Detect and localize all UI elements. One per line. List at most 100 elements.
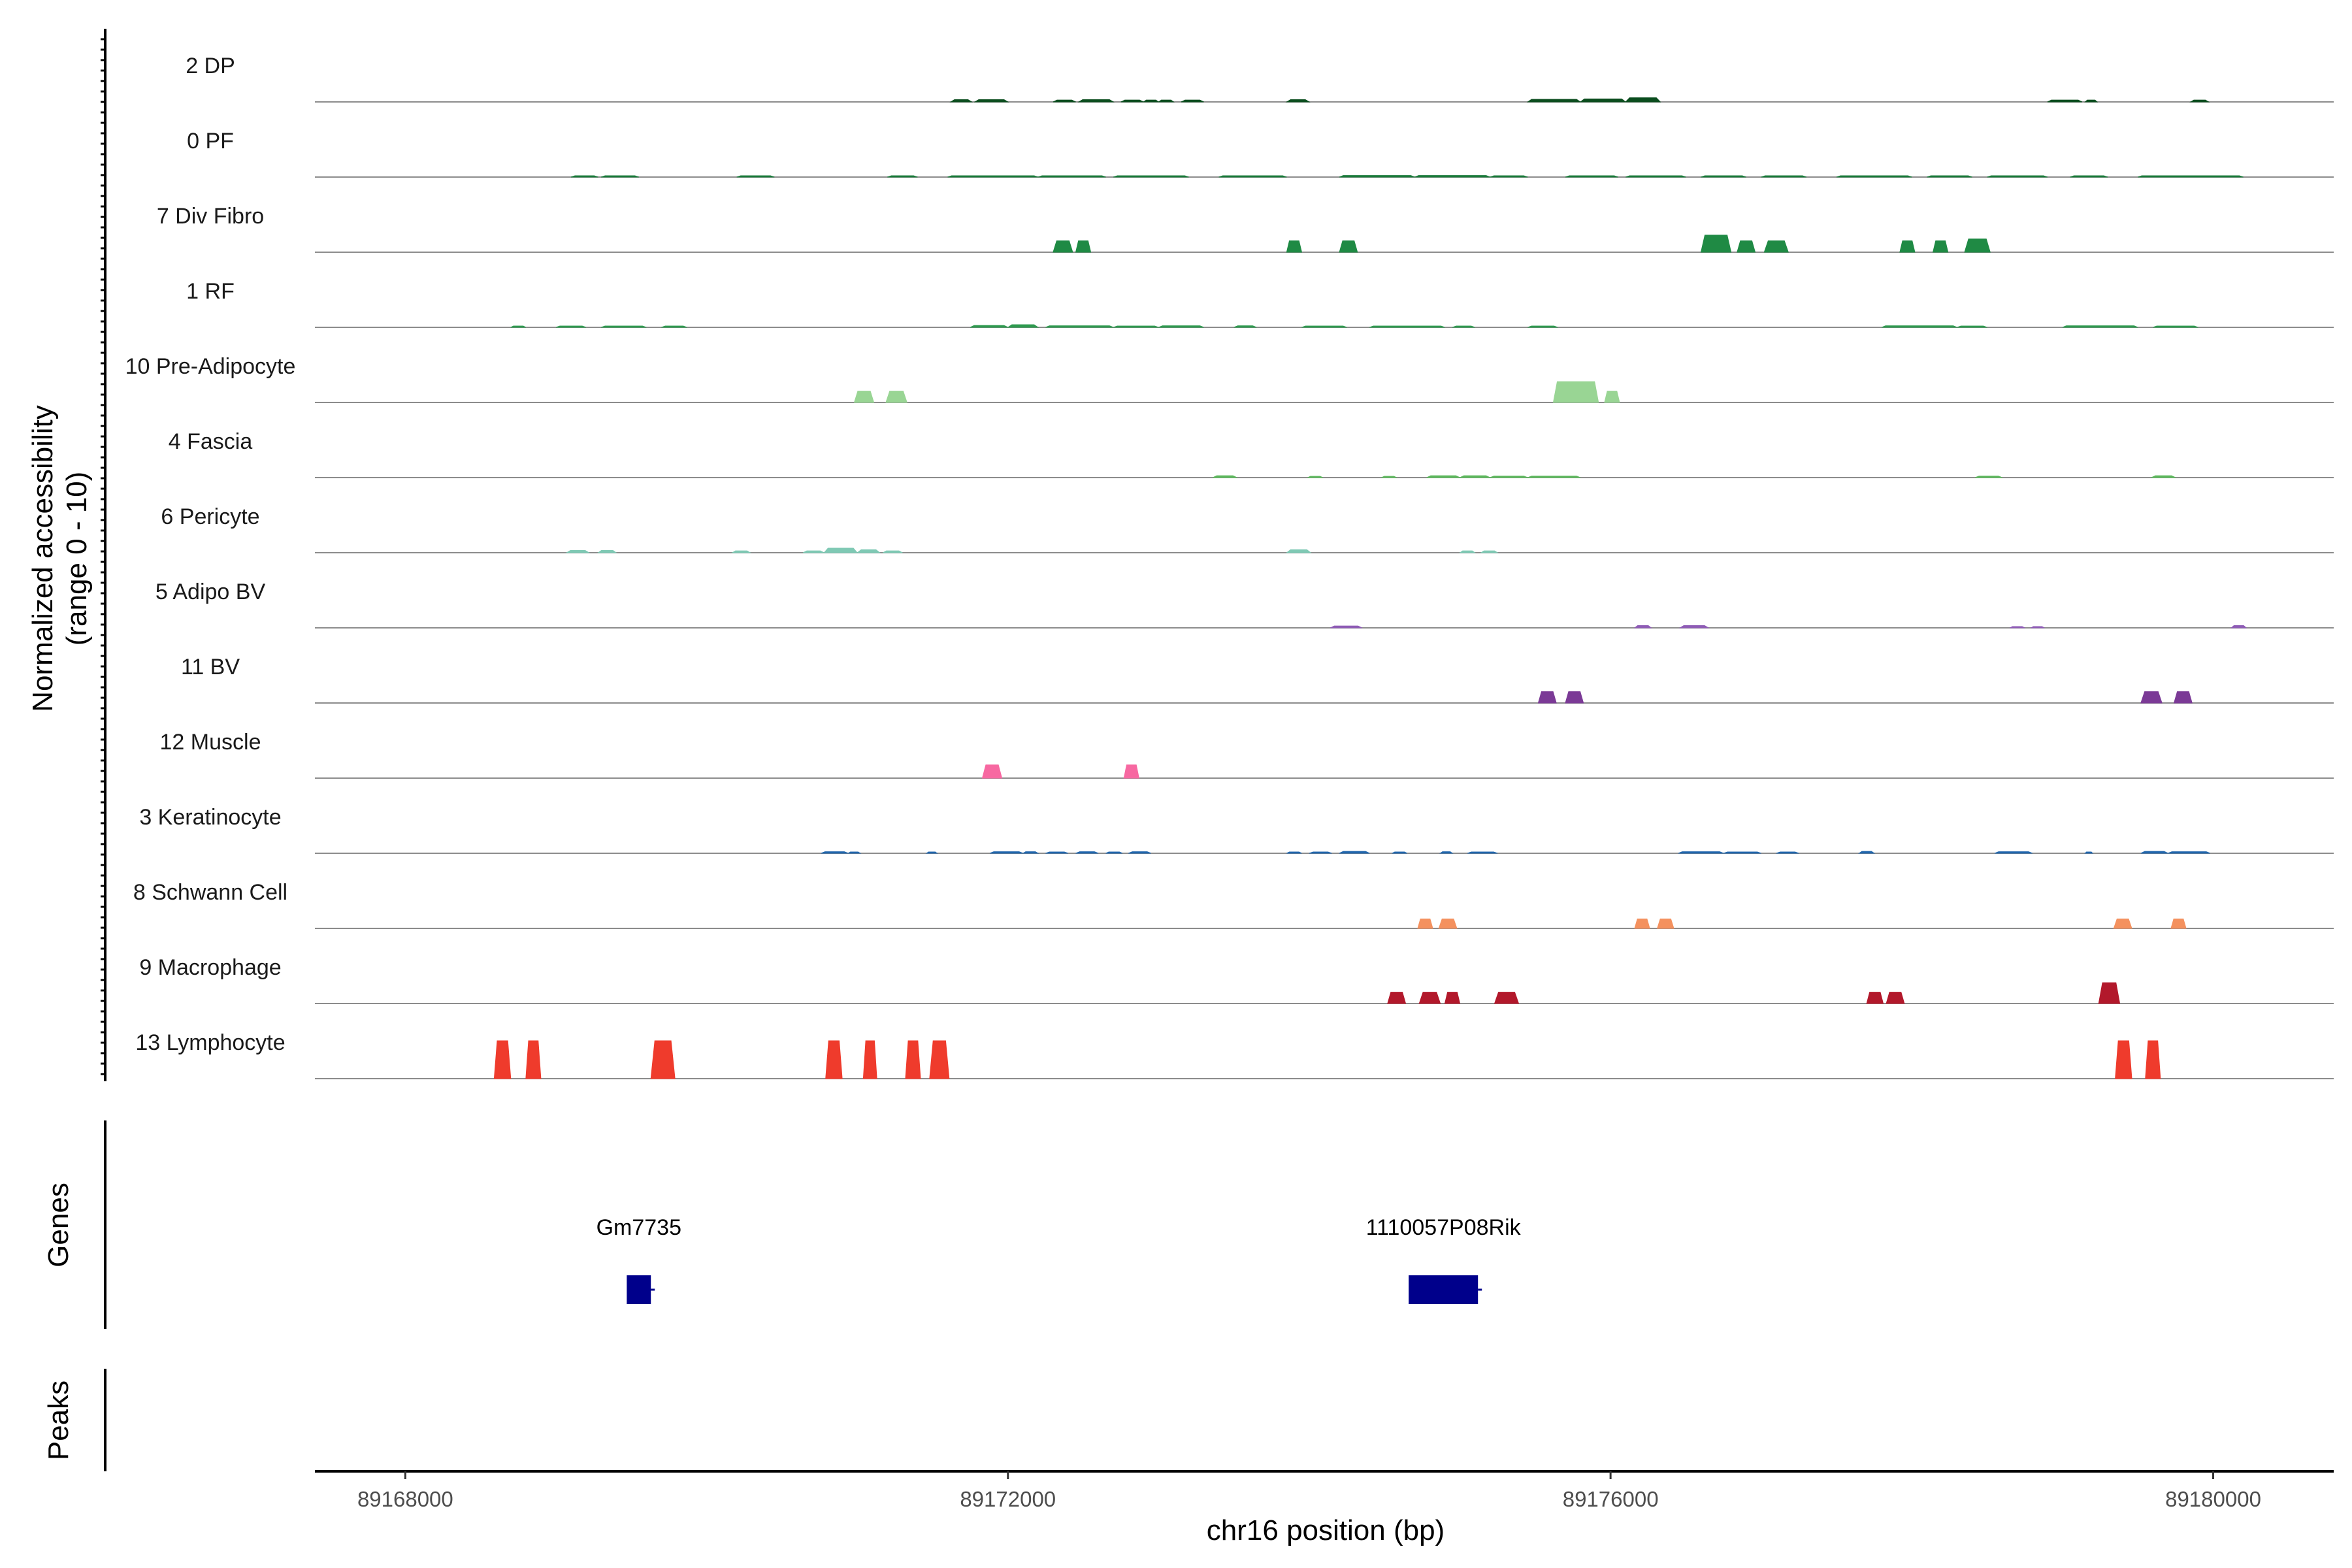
coverage-peak	[989, 851, 1023, 854]
genes-track-label: Genes	[42, 1183, 74, 1267]
coverage-peak	[1858, 851, 1876, 854]
coverage-peak	[1213, 475, 1237, 478]
coverage-peak	[2084, 851, 2094, 854]
coverage-peak	[1932, 240, 1949, 253]
coverage-peak	[2230, 625, 2247, 629]
coverage-peak	[1418, 992, 1441, 1004]
coverage-peak	[973, 99, 1009, 103]
x-axis: 89168000 89172000 89176000 89180000	[315, 1470, 2334, 1511]
coverage-peak	[1120, 99, 1144, 103]
coverage-peak	[1452, 325, 1475, 328]
coverage-peak	[1417, 919, 1433, 929]
x-tick-label: 89168000	[357, 1487, 453, 1511]
coverage-peak	[802, 550, 825, 553]
track-10-pre-adipocyte: 10 Pre-Adipocyte	[125, 354, 2334, 403]
coverage-peak	[1565, 691, 1584, 704]
coverage-peak	[1307, 476, 1323, 478]
coverage-peak	[1444, 992, 1461, 1004]
coverage-peak	[949, 99, 973, 103]
coverage-peak	[1964, 238, 1991, 253]
track-2-dp: 2 DP	[186, 54, 2334, 103]
coverage-peak	[1526, 99, 1582, 103]
coverage-peak	[570, 175, 598, 178]
track-1-rf: 1 RF	[186, 279, 2334, 328]
coverage-peak	[2062, 325, 2138, 328]
track-3-keratinocyte: 3 Keratinocyte	[139, 805, 2334, 854]
coverage-peak	[2140, 851, 2168, 854]
coverage-peak	[1987, 175, 2048, 178]
coverage-peak	[981, 764, 1003, 779]
coverage-peak	[1142, 99, 1160, 103]
coverage-peak	[947, 175, 1039, 178]
coverage-peak	[1218, 175, 1287, 178]
coverage-peak	[1527, 476, 1581, 478]
coverage-peak	[2047, 99, 2083, 103]
coverage-peak	[1021, 851, 1039, 854]
track-12-muscle: 12 Muscle	[160, 730, 2334, 779]
coverage-peak	[600, 325, 647, 328]
coverage-peak	[1113, 325, 1159, 328]
y-axis-title-line-1: Normalized accessibility	[27, 405, 59, 711]
coverage-tracks: 2 DP 0 PF 7 Div Fibro 1 RF 10 Pre-Adipocyte 4…	[125, 54, 2334, 1079]
coverage-peak	[661, 325, 687, 328]
coverage-peak	[1053, 240, 1073, 253]
track-label: 3 Keratinocyte	[139, 805, 281, 830]
gene-body	[627, 1275, 651, 1304]
coverage-peak	[2145, 1040, 2161, 1079]
coverage-peak	[1763, 240, 1789, 253]
coverage-peak	[525, 1040, 542, 1079]
coverage-peak	[510, 325, 527, 328]
coverage-peak	[847, 851, 862, 854]
coverage-peak	[1957, 325, 1987, 328]
coverage-peak	[1737, 240, 1756, 253]
coverage-peak	[1836, 175, 1912, 178]
coverage-peak	[1286, 851, 1302, 854]
coverage-peak	[1490, 476, 1528, 478]
coverage-peak	[1426, 475, 1460, 478]
track-label: 1 RF	[186, 279, 235, 304]
coverage-peak	[1286, 240, 1303, 253]
coverage-peak	[1625, 97, 1661, 103]
track-11-bv: 11 BV	[181, 655, 2334, 704]
track-label: 6 Pericyte	[161, 504, 259, 529]
coverage-peak	[862, 1040, 877, 1079]
coverage-peak	[2168, 851, 2211, 854]
coverage-peak	[2140, 691, 2163, 704]
track-label: 13 Lymphocyte	[135, 1030, 285, 1055]
coverage-peak	[1776, 851, 1799, 854]
coverage-peak	[1458, 550, 1477, 553]
coverage-peak	[853, 391, 875, 403]
track-7-div-fibro: 7 Div Fibro	[157, 204, 2334, 253]
coverage-peak	[883, 550, 903, 553]
coverage-peak	[1339, 851, 1370, 854]
coverage-peak	[970, 325, 1008, 328]
coverage-peak	[493, 1040, 512, 1079]
coverage-peak	[1700, 235, 1732, 253]
x-tick-label: 89176000	[1563, 1487, 1659, 1511]
coverage-peak	[1994, 851, 2033, 854]
peaks-track: Peaks	[42, 1369, 106, 1471]
coverage-peak	[1387, 992, 1407, 1004]
x-tick-label: 89180000	[2165, 1487, 2261, 1511]
track-label: 8 Schwann Cell	[133, 880, 287, 905]
coverage-peak	[1105, 851, 1123, 854]
coverage-peak	[1552, 381, 1599, 403]
coverage-peak	[823, 547, 858, 553]
track-label: 9 Macrophage	[139, 955, 281, 980]
coverage-peak	[1490, 175, 1528, 178]
genes-track: Genes Gm7735 1110057P08Rik	[42, 1120, 1522, 1329]
coverage-peak	[1309, 851, 1332, 854]
coverage-peak	[1339, 240, 1358, 253]
coverage-peak	[929, 1040, 950, 1079]
track-9-macrophage: 9 Macrophage	[139, 955, 2334, 1004]
coverage-peak	[596, 550, 617, 553]
coverage-peak	[1438, 919, 1458, 929]
coverage-peak	[1678, 851, 1724, 854]
coverage-peak	[1927, 175, 1972, 178]
gene-label: 1110057P08Rik	[1366, 1215, 1522, 1240]
coverage-peak	[925, 851, 938, 854]
track-label: 10 Pre-Adipocyte	[125, 354, 296, 379]
coverage-peak	[887, 175, 918, 178]
coverage-peak	[1678, 625, 1710, 629]
coverage-peak	[565, 550, 591, 553]
